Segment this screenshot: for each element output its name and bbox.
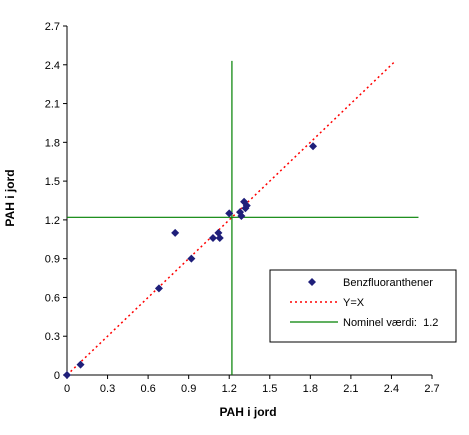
y-tick-label: 0.3	[45, 331, 60, 343]
y-tick-label: 1.2	[45, 215, 60, 227]
x-tick-label: 0	[64, 383, 70, 395]
legend-label-yx: Y=X	[343, 297, 365, 309]
y-tick-labels: 0 0.3 0.6 0.9 1.2 1.5 1.8 2.1 2.4 2.7	[45, 21, 60, 382]
data-point	[309, 142, 318, 151]
y-equals-x-line	[66, 60, 397, 376]
data-point	[171, 228, 180, 237]
x-tick-label: 2.1	[343, 383, 358, 395]
x-tick-label: 1.2	[222, 383, 237, 395]
x-tick-label: 0.9	[181, 383, 196, 395]
y-axis-title: PAH i jord	[3, 169, 17, 226]
y-tick-label: 1.5	[45, 176, 60, 188]
legend-box	[269, 269, 457, 343]
data-point	[237, 212, 246, 221]
legend-label-benzfluoranthener: Benzfluoranthener	[343, 277, 433, 289]
legend-label-nominel: Nominel værdi: 1.2	[343, 317, 438, 329]
x-tick-label: 2.4	[384, 383, 399, 395]
data-point	[225, 209, 234, 218]
y-tick-label: 2.4	[45, 60, 60, 72]
y-tick-label: 2.7	[45, 21, 60, 33]
legend: Benzfluoranthener Y=X Nominel værdi: 1.2	[269, 269, 457, 343]
y-tick-label: 1.8	[45, 137, 60, 149]
x-tick-label: 0.6	[140, 383, 155, 395]
legend-marker-benzfluoranthener	[308, 278, 316, 286]
data-point	[76, 360, 85, 369]
y-tick-label: 0	[54, 370, 60, 382]
data-point	[187, 254, 196, 263]
data-points	[63, 142, 318, 379]
data-point	[215, 233, 224, 242]
data-point	[63, 371, 71, 379]
x-tick-label: 2.7	[424, 383, 439, 395]
data-point	[242, 201, 251, 210]
x-tick-label: 1.5	[262, 383, 277, 395]
y-tick-label: 2.1	[45, 99, 60, 111]
y-tick-label: 0.9	[45, 254, 60, 266]
x-tick-labels: 0 0.3 0.6 0.9 1.2 1.5 1.8 2.1 2.4 2.7	[64, 383, 440, 395]
x-tick-label: 1.8	[303, 383, 318, 395]
data-point	[154, 284, 163, 293]
x-axis-title: PAH i jord	[219, 405, 276, 419]
data-point	[209, 233, 217, 242]
x-tick-label: 0.3	[100, 383, 115, 395]
y-tick-label: 0.6	[45, 292, 60, 304]
